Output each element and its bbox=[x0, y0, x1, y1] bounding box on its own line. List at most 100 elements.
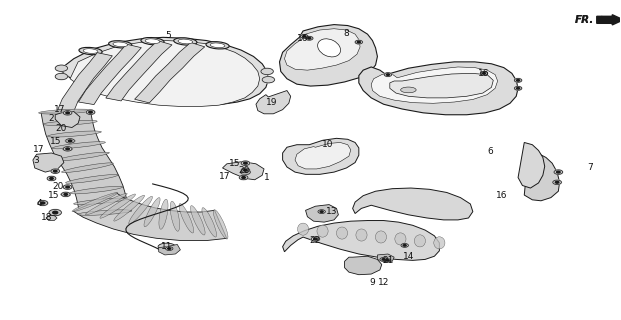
Text: 4: 4 bbox=[37, 198, 43, 207]
Text: 6: 6 bbox=[487, 147, 493, 156]
Polygon shape bbox=[159, 244, 180, 255]
Text: 20: 20 bbox=[56, 124, 67, 133]
Circle shape bbox=[480, 71, 487, 75]
Circle shape bbox=[66, 148, 70, 150]
Text: 17: 17 bbox=[219, 172, 231, 181]
Text: 11: 11 bbox=[161, 242, 173, 251]
Ellipse shape bbox=[57, 152, 109, 161]
Ellipse shape bbox=[61, 193, 71, 196]
Ellipse shape bbox=[297, 223, 309, 235]
Circle shape bbox=[242, 177, 245, 179]
Circle shape bbox=[401, 244, 409, 247]
Ellipse shape bbox=[191, 206, 205, 235]
Ellipse shape bbox=[39, 109, 93, 114]
Ellipse shape bbox=[61, 163, 114, 172]
Circle shape bbox=[554, 170, 563, 174]
Polygon shape bbox=[73, 193, 227, 241]
Text: 21: 21 bbox=[383, 256, 394, 265]
Circle shape bbox=[61, 192, 70, 197]
Ellipse shape bbox=[113, 42, 127, 47]
Circle shape bbox=[514, 78, 522, 82]
Circle shape bbox=[66, 139, 75, 143]
Circle shape bbox=[86, 110, 95, 115]
Ellipse shape bbox=[66, 174, 118, 183]
Polygon shape bbox=[283, 220, 440, 260]
Circle shape bbox=[386, 74, 389, 76]
Circle shape bbox=[68, 140, 72, 142]
Ellipse shape bbox=[109, 41, 132, 48]
Ellipse shape bbox=[206, 42, 229, 49]
Circle shape bbox=[47, 176, 56, 181]
Ellipse shape bbox=[434, 237, 445, 249]
Ellipse shape bbox=[70, 186, 123, 194]
Circle shape bbox=[553, 180, 561, 185]
Ellipse shape bbox=[129, 196, 153, 224]
Circle shape bbox=[53, 211, 58, 214]
Polygon shape bbox=[283, 138, 359, 174]
Text: 1: 1 bbox=[265, 173, 270, 182]
Ellipse shape bbox=[179, 204, 194, 233]
Circle shape bbox=[262, 76, 274, 83]
Ellipse shape bbox=[395, 233, 406, 245]
Polygon shape bbox=[33, 153, 64, 172]
Circle shape bbox=[318, 210, 325, 213]
Circle shape bbox=[51, 169, 60, 173]
Circle shape bbox=[380, 258, 388, 261]
Ellipse shape bbox=[401, 87, 416, 93]
Circle shape bbox=[514, 86, 522, 90]
Polygon shape bbox=[378, 254, 394, 263]
Text: 2: 2 bbox=[48, 114, 54, 123]
Circle shape bbox=[64, 194, 68, 195]
Text: 16: 16 bbox=[297, 34, 309, 43]
Text: 16: 16 bbox=[496, 191, 507, 200]
Circle shape bbox=[241, 161, 250, 165]
Polygon shape bbox=[61, 37, 268, 105]
Circle shape bbox=[403, 244, 406, 246]
Circle shape bbox=[357, 41, 360, 43]
Circle shape bbox=[306, 36, 313, 40]
Polygon shape bbox=[135, 43, 205, 103]
Circle shape bbox=[387, 260, 389, 261]
Circle shape bbox=[55, 73, 68, 80]
Ellipse shape bbox=[211, 43, 225, 48]
Text: 17: 17 bbox=[54, 105, 65, 114]
Ellipse shape bbox=[141, 37, 164, 45]
Text: 15: 15 bbox=[50, 137, 61, 146]
Circle shape bbox=[243, 169, 247, 171]
Circle shape bbox=[41, 202, 45, 204]
Circle shape bbox=[320, 211, 323, 212]
Ellipse shape bbox=[414, 235, 425, 247]
Text: FR.: FR. bbox=[574, 15, 594, 25]
Circle shape bbox=[63, 185, 72, 189]
Circle shape bbox=[385, 259, 391, 262]
Text: 8: 8 bbox=[343, 29, 349, 38]
Text: 22: 22 bbox=[310, 236, 321, 245]
Circle shape bbox=[261, 68, 273, 75]
Ellipse shape bbox=[72, 192, 118, 212]
Circle shape bbox=[53, 170, 57, 172]
Circle shape bbox=[66, 186, 70, 188]
Circle shape bbox=[240, 170, 250, 175]
Circle shape bbox=[311, 237, 320, 241]
Text: 14: 14 bbox=[402, 252, 414, 261]
Text: 19: 19 bbox=[266, 98, 278, 107]
Polygon shape bbox=[41, 110, 129, 214]
Text: 5: 5 bbox=[165, 31, 171, 40]
Polygon shape bbox=[306, 204, 338, 222]
Text: 15: 15 bbox=[48, 191, 59, 200]
Ellipse shape bbox=[337, 227, 348, 239]
Polygon shape bbox=[518, 142, 545, 188]
Polygon shape bbox=[70, 41, 260, 107]
Circle shape bbox=[517, 88, 520, 89]
Circle shape bbox=[556, 171, 560, 173]
Ellipse shape bbox=[170, 201, 179, 231]
Polygon shape bbox=[46, 215, 57, 220]
Circle shape bbox=[243, 162, 247, 164]
Circle shape bbox=[38, 200, 48, 205]
Circle shape bbox=[63, 147, 72, 151]
Text: FR.: FR. bbox=[574, 15, 594, 25]
Circle shape bbox=[55, 65, 68, 71]
Text: 20: 20 bbox=[52, 182, 63, 191]
Ellipse shape bbox=[86, 193, 127, 215]
Polygon shape bbox=[256, 91, 291, 114]
